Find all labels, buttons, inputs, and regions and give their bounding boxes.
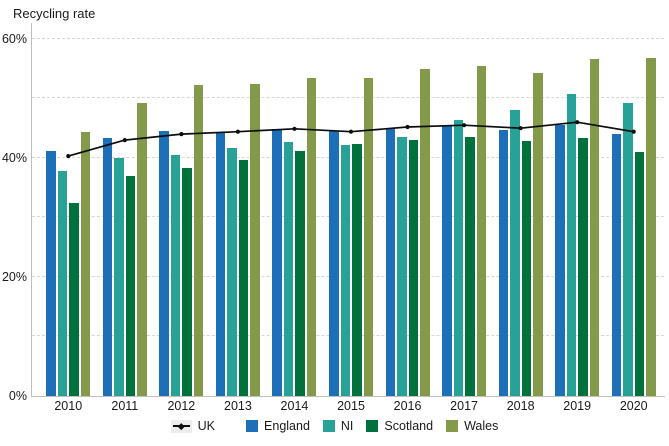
x-tick-label-2012: 2012: [167, 399, 196, 413]
bar-wales-2018: [533, 72, 543, 396]
bar-wales-2013: [250, 84, 260, 396]
legend-swatch-icon: [366, 420, 379, 432]
bar-wales-2015: [363, 78, 373, 396]
bar-ni-2015: [340, 145, 350, 396]
x-tick-label-2018: 2018: [506, 399, 535, 413]
bar-group-2019: [549, 24, 606, 396]
bar-england-2014: [272, 128, 282, 396]
bar-ni-2018: [510, 110, 520, 396]
bar-group-2014: [266, 24, 323, 396]
x-tick-label-2020: 2020: [619, 399, 648, 413]
legend-label: UK: [197, 419, 216, 433]
bar-ni-2014: [283, 142, 294, 396]
x-tick-label-2019: 2019: [563, 399, 592, 413]
x-axis-labels: 2010 2011 2012 2013 2014 2015 2016 2017 2018 2019…: [32, 399, 664, 415]
bar-scotland-2011: [125, 175, 136, 396]
bar-layer: [40, 24, 662, 396]
line-marker-dot-icon: [177, 422, 185, 429]
bar-group-2013: [210, 24, 267, 396]
bar-group-2011: [97, 24, 154, 396]
y-tick-label-20: 20%: [1, 269, 27, 284]
legend-label: Scotland: [384, 419, 434, 433]
bar-scotland-2020: [634, 151, 645, 396]
y-axis-line: [31, 23, 32, 396]
x-tick-label-2016: 2016: [393, 399, 422, 413]
bar-group-2016: [379, 24, 436, 396]
plot-area: [32, 24, 664, 396]
bar-group-2010: [40, 24, 97, 396]
chart-title: Recycling rate: [13, 6, 96, 21]
bar-group-2012: [153, 24, 210, 396]
y-tick-label-40: 40%: [1, 150, 27, 165]
bar-scotland-2013: [238, 159, 249, 396]
bar-england-2018: [498, 129, 509, 396]
x-tick-label-2011: 2011: [111, 399, 139, 413]
bar-wales-2019: [589, 59, 600, 396]
line-marker-icon: [170, 419, 192, 433]
bar-scotland-2015: [352, 144, 362, 396]
bar-wales-2011: [137, 103, 147, 396]
bar-group-2018: [492, 24, 549, 396]
bar-england-2012: [159, 131, 169, 396]
bar-england-2011: [102, 137, 113, 396]
bar-england-2015: [329, 130, 339, 396]
bar-wales-2012: [193, 84, 204, 396]
x-tick-label-2017: 2017: [450, 399, 478, 413]
bar-england-2020: [611, 134, 622, 396]
bar-england-2013: [215, 132, 226, 396]
bar-england-2016: [385, 128, 396, 396]
bar-ni-2019: [566, 93, 577, 396]
bar-england-2019: [555, 125, 565, 396]
bar-ni-2017: [453, 119, 464, 396]
bar-ni-2012: [170, 154, 181, 396]
bar-scotland-2019: [578, 137, 588, 396]
bar-england-2017: [442, 126, 452, 396]
bar-scotland-2018: [521, 140, 532, 396]
x-axis-line: [31, 396, 665, 397]
legend-item-ni: NI: [322, 419, 354, 433]
gridline-50: [32, 97, 664, 99]
bar-group-2017: [436, 24, 493, 396]
x-tick-label-2015: 2015: [337, 399, 365, 413]
y-tick-label-0: 0%: [8, 389, 27, 403]
x-tick-label-2014: 2014: [280, 399, 309, 413]
bar-wales-2014: [306, 77, 317, 396]
bar-wales-2016: [420, 69, 430, 396]
legend-item-england: England: [246, 419, 310, 433]
legend-label: Wales: [464, 419, 499, 433]
legend-item-uk: UK: [170, 419, 216, 433]
legend: UK England NI Scotland Wales: [0, 419, 669, 433]
legend-label: England: [264, 419, 310, 433]
y-tick-label-60: 60%: [1, 31, 27, 46]
bar-ni-2016: [397, 137, 407, 396]
legend-swatch-icon: [446, 420, 459, 432]
bar-ni-2010: [57, 171, 68, 396]
bar-scotland-2016: [408, 140, 419, 396]
bar-scotland-2014: [295, 151, 305, 396]
x-tick-label-2010: 2010: [54, 399, 83, 413]
bar-scotland-2010: [69, 202, 79, 396]
bar-wales-2017: [476, 66, 487, 396]
legend-item-scotland: Scotland: [366, 419, 433, 433]
legend-swatch-icon: [322, 420, 335, 432]
bar-group-2020: [605, 24, 662, 396]
bar-ni-2011: [114, 157, 124, 396]
legend-item-wales: Wales: [446, 419, 498, 433]
bar-scotland-2017: [465, 137, 475, 396]
bar-ni-2013: [227, 147, 237, 396]
bar-scotland-2012: [182, 168, 192, 396]
bar-wales-2020: [646, 57, 656, 396]
bar-wales-2010: [80, 132, 91, 396]
bar-ni-2020: [623, 103, 633, 396]
x-tick-label-2013: 2013: [224, 399, 252, 413]
bar-england-2010: [46, 150, 56, 396]
y-axis-labels: 0% 20% 40% 60%: [0, 24, 27, 403]
legend-swatch-icon: [246, 420, 259, 432]
gridline-60: [32, 37, 664, 39]
bar-group-2015: [323, 24, 380, 396]
legend-label: NI: [340, 419, 354, 433]
